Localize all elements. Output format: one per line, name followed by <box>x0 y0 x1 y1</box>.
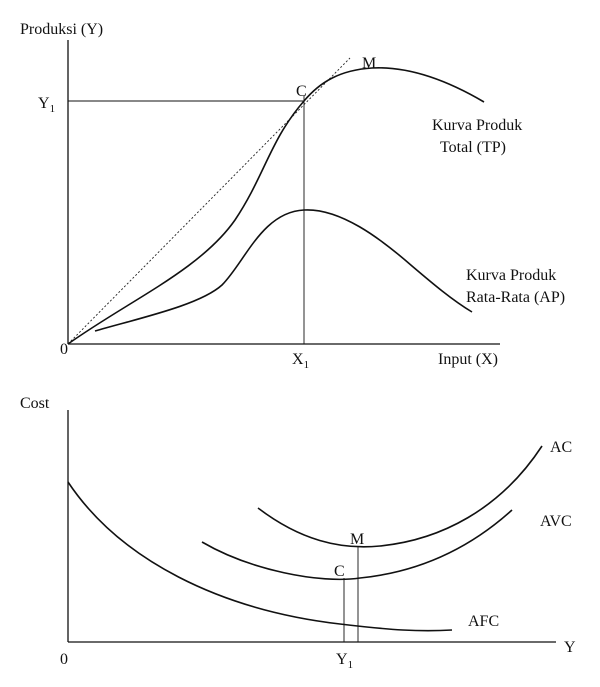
top-origin-label: 0 <box>60 341 68 358</box>
avc-curve <box>201 509 513 581</box>
bottom-y-axis-label: Cost <box>20 395 50 412</box>
afc-label: AFC <box>468 613 499 630</box>
bottom-point-c-label: C <box>334 563 345 580</box>
top-panel: Produksi (Y) 0 Y1 X1 Input (X) C M Kurva… <box>20 21 565 371</box>
ac-label: AC <box>550 439 572 456</box>
top-point-c-label: C <box>296 83 307 100</box>
bottom-x-axis-label: Y <box>564 639 576 656</box>
bottom-point-m-label: M <box>350 531 364 548</box>
top-x-axis-label: Input (X) <box>438 351 498 368</box>
tp-label-line2: Total (TP) <box>440 139 506 156</box>
bottom-y1-label: Y1 <box>336 651 353 671</box>
x1-label: X1 <box>292 351 309 371</box>
ap-label-line1: Kurva Produk <box>466 267 556 284</box>
ap-label-line2: Rata-Rata (AP) <box>466 289 565 306</box>
bottom-origin-label: 0 <box>60 651 68 668</box>
top-y-axis-label: Produksi (Y) <box>20 21 103 38</box>
top-point-m-label: M <box>362 55 376 72</box>
tangent-ray <box>67 57 351 345</box>
y1-label: Y1 <box>38 95 55 115</box>
ac-curve <box>257 445 543 548</box>
tp-curve <box>67 67 485 345</box>
avc-label: AVC <box>540 513 572 530</box>
afc-curve <box>67 481 453 632</box>
tp-label-line1: Kurva Produk <box>432 117 522 134</box>
bottom-panel: Cost 0 Y1 Y C M AC AVC AFC <box>20 395 576 671</box>
ap-curve <box>94 209 473 332</box>
